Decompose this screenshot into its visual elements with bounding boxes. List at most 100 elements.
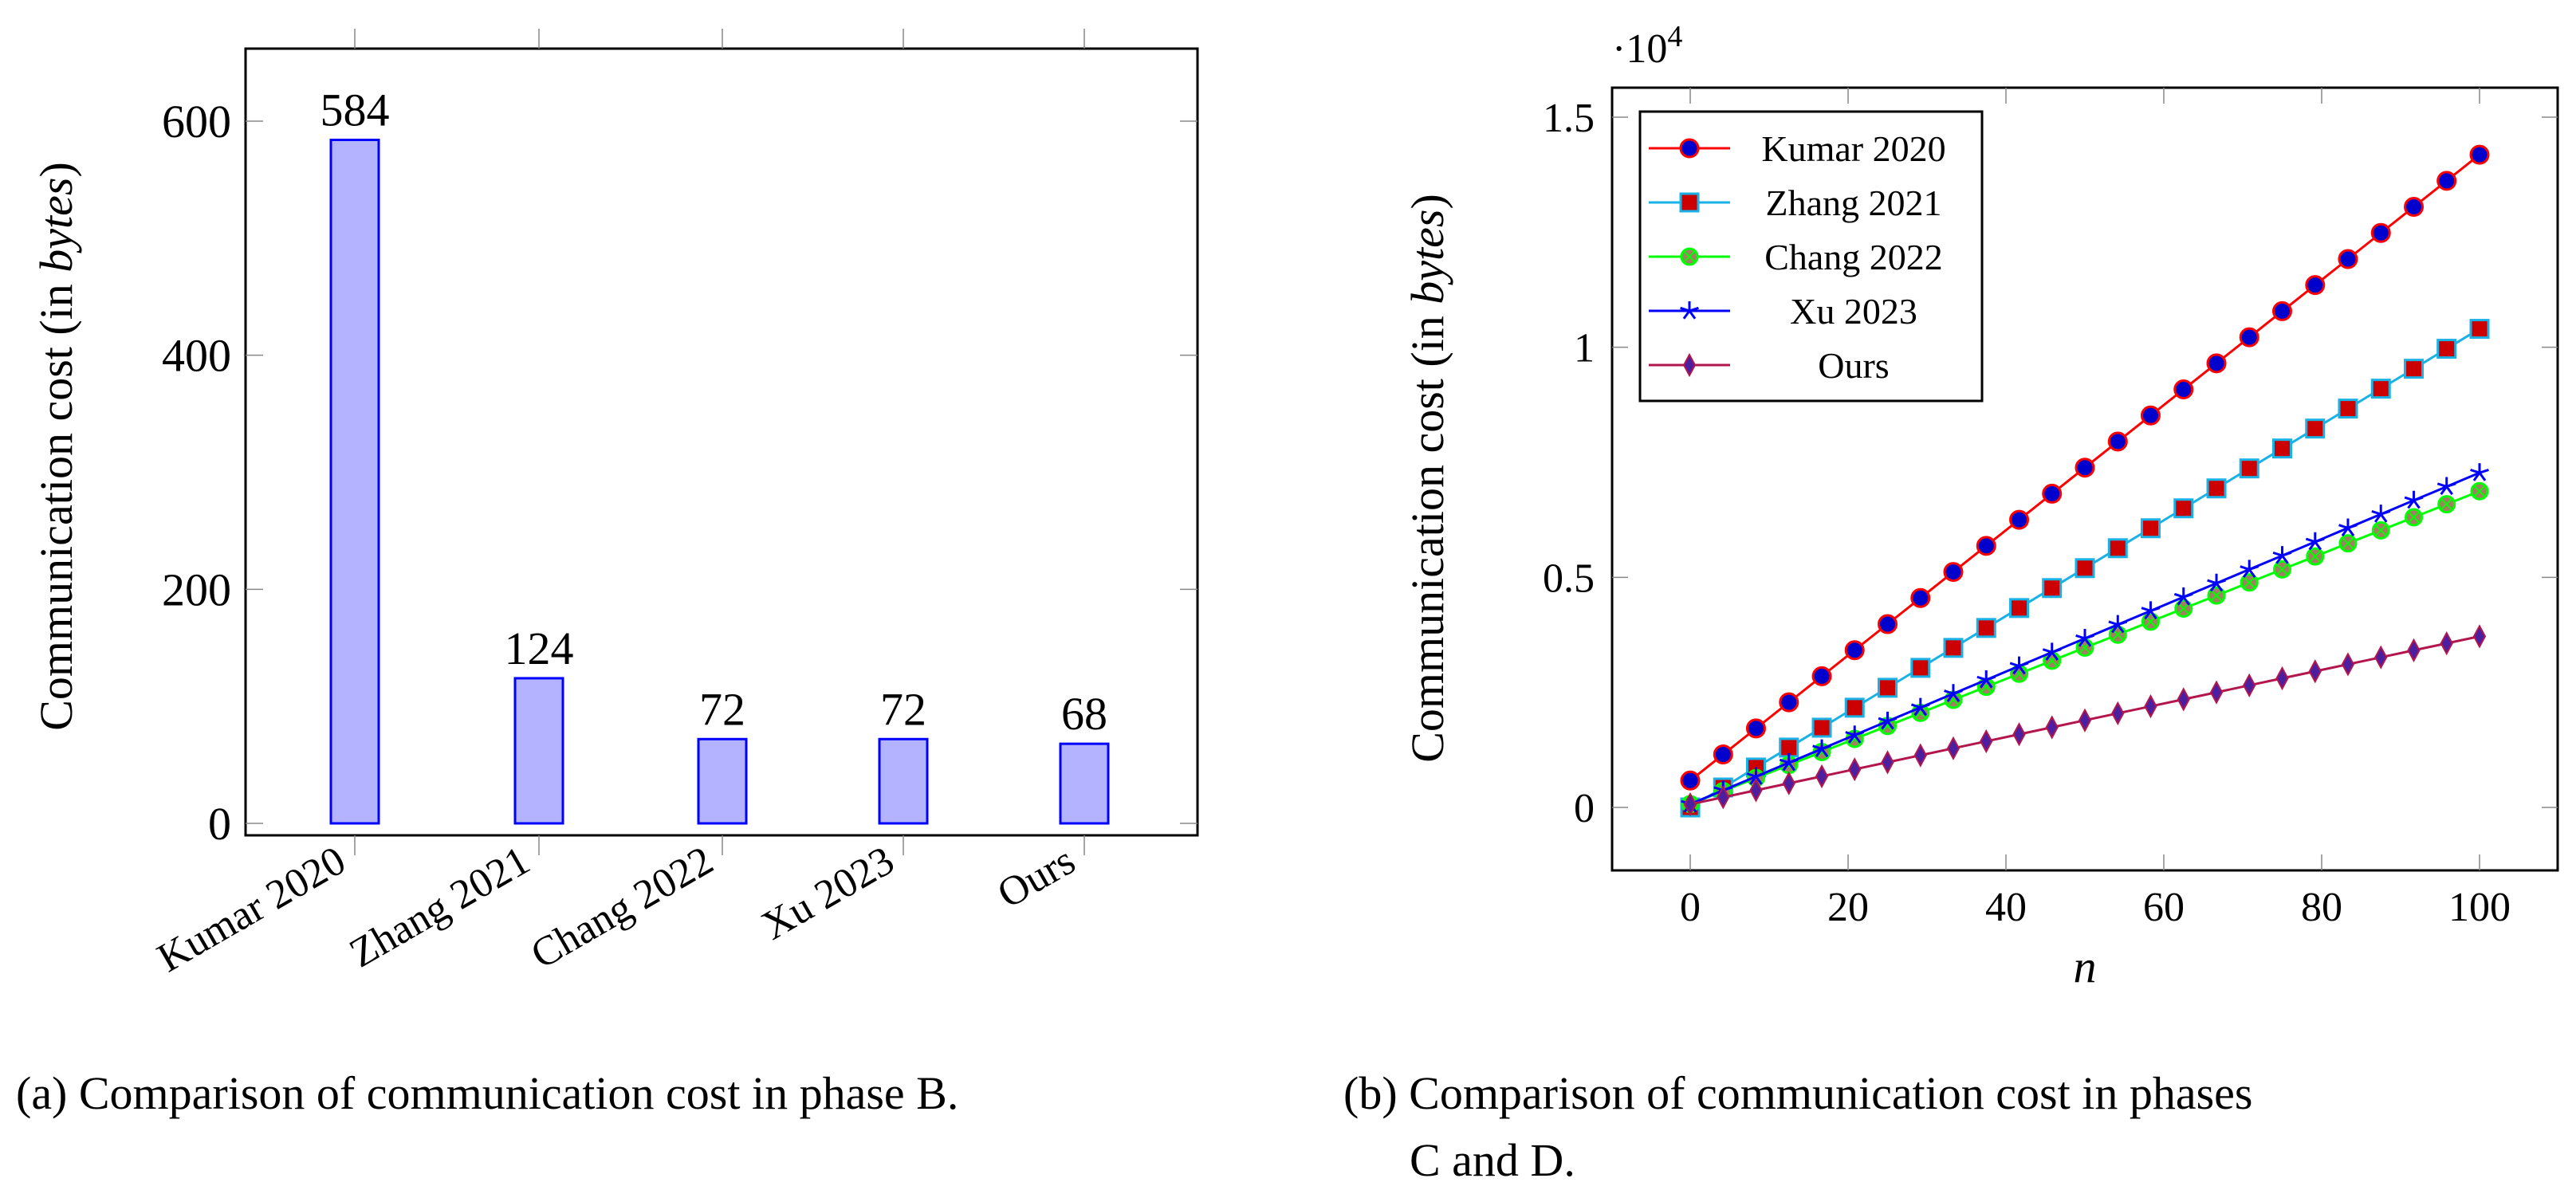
data-point-circle-marker	[2370, 222, 2391, 243]
data-point-circle-marker	[1878, 614, 1898, 634]
data-point-square-marker	[2009, 598, 2030, 619]
data-point-circle-marker	[2075, 458, 2095, 478]
data-point-otimes-marker-cross	[2310, 551, 2321, 562]
legend-label: Ours	[1818, 345, 1889, 386]
data-point-circle-marker	[2404, 197, 2425, 218]
y-tick-label: 0.5	[1543, 556, 1595, 601]
data-point-star-marker	[2305, 532, 2325, 551]
legend-star-marker	[1680, 301, 1699, 320]
data-point-circle-marker	[1811, 666, 1832, 686]
data-point-circle-marker	[1779, 692, 1799, 713]
data-point-diamond-marker	[1946, 736, 1961, 760]
caption-b-line2: C and D.	[1410, 1134, 1575, 1186]
y-tick-label: 400	[162, 330, 231, 382]
data-point-circle-marker	[2107, 431, 2128, 452]
data-point-star-marker	[2404, 490, 2424, 509]
data-point-square-marker	[2173, 498, 2194, 519]
legend-label: Zhang 2021	[1765, 183, 1941, 223]
data-point-otimes-marker-cross	[2244, 577, 2255, 588]
series-chang-2022	[1681, 481, 2489, 814]
data-point-star-marker	[2141, 601, 2161, 619]
bar-chart-axes-frame	[244, 47, 1199, 837]
legend-entry: Chang 2022	[1649, 237, 1943, 277]
data-point-otimes-marker-cross	[2112, 629, 2123, 640]
data-point-star-marker	[2042, 642, 2062, 661]
legend-entry: Xu 2023	[1649, 291, 1917, 332]
x-tick-label: Kumar 2020	[150, 838, 353, 981]
data-point-diamond-marker	[1683, 791, 1697, 817]
data-point-star-marker	[1910, 697, 1930, 717]
legend-otimes-marker-cross	[1684, 251, 1695, 262]
data-point-square-marker	[1976, 618, 1996, 638]
data-point-diamond-marker	[2078, 708, 2092, 733]
data-point-square-marker	[1943, 638, 1964, 658]
data-point-diamond-marker	[2440, 631, 2453, 656]
legend-label: Chang 2022	[1764, 237, 1943, 277]
data-point-square-marker	[2404, 359, 2425, 379]
caption-a: (a) Comparison of communication cost in …	[16, 1067, 959, 1119]
data-point-diamond-marker	[1717, 785, 1730, 810]
data-point-diamond-marker	[2407, 638, 2421, 663]
series-ours	[1683, 624, 2487, 817]
data-point-square-marker	[1811, 717, 1832, 738]
line-chart-x-axis-label: n	[2074, 941, 2097, 992]
data-point-star-marker	[2272, 546, 2292, 564]
data-point-circle-marker	[1745, 718, 1766, 739]
line-chart-y-axis-label: Communication cost (in bytes)	[1402, 194, 1453, 763]
series-kumar-2020	[1680, 144, 2490, 791]
y-tick-label: 200	[162, 564, 231, 615]
data-point-otimes-marker-cross	[2145, 616, 2157, 627]
data-point-square-marker	[2469, 319, 2490, 340]
legend-diamond-marker	[1682, 352, 1697, 378]
data-point-star-marker	[1845, 725, 1865, 744]
data-point-star-marker	[1976, 670, 1996, 689]
x-tick-label: 20	[1827, 885, 1869, 930]
bar-value-label: 72	[699, 683, 745, 735]
x-tick-label: 0	[1680, 885, 1701, 930]
figure: 0 200 400 600 Kumar 2020 Zhang 2021 Chang 2022…	[30, 20, 2559, 992]
data-point-diamond-marker	[1749, 778, 1763, 803]
data-point-diamond-marker	[1815, 764, 1829, 789]
data-point-circle-marker	[1943, 562, 1964, 583]
data-point-diamond-marker	[2374, 645, 2388, 670]
data-point-star-marker	[2207, 573, 2226, 592]
data-point-otimes-marker-cross	[2211, 590, 2222, 601]
x-tick-label: 40	[1985, 885, 2027, 930]
data-point-otimes-marker-cross	[2375, 524, 2386, 536]
y-tick-label: 1.5	[1543, 96, 1595, 141]
data-point-star-marker	[1812, 739, 1831, 758]
data-point-square-marker	[2239, 458, 2259, 479]
data-point-diamond-marker	[2012, 722, 2026, 747]
data-point-square-marker	[2140, 518, 2161, 539]
data-point-circle-marker	[1680, 770, 1701, 791]
data-point-diamond-marker	[2308, 659, 2322, 684]
data-point-otimes-marker-cross	[2474, 485, 2485, 497]
data-point-square-marker	[2370, 379, 2391, 399]
data-point-diamond-marker	[2472, 624, 2487, 649]
data-point-square-marker	[2436, 339, 2457, 359]
data-point-star-marker	[2173, 587, 2193, 606]
data-point-star-marker	[2009, 656, 2029, 675]
data-point-diamond-marker	[2111, 701, 2125, 726]
data-point-diamond-marker	[1980, 729, 1993, 754]
data-point-circle-marker	[2206, 353, 2227, 374]
bar-value-label: 72	[880, 683, 926, 735]
y-tick-label: 600	[162, 96, 231, 147]
data-point-circle-marker	[2305, 275, 2326, 296]
legend: Kumar 2020 Zhang 2021 Chang 2022 Xu 2023 Our…	[1638, 110, 1984, 403]
data-point-circle-marker	[1910, 587, 1931, 608]
data-point-diamond-marker	[1782, 771, 1795, 795]
bar	[513, 677, 564, 825]
x-tick-label: Ours	[990, 838, 1083, 917]
data-point-star-marker	[2108, 615, 2128, 634]
data-point-star-marker	[1944, 684, 1963, 702]
data-point-star-marker	[2240, 560, 2259, 578]
legend-label: Kumar 2020	[1761, 128, 1945, 169]
data-point-square-marker	[2305, 418, 2326, 439]
bar	[878, 737, 929, 825]
data-point-star-marker	[2371, 505, 2391, 523]
data-point-square-marker	[1910, 658, 1931, 678]
y-multiplier: ·104	[1612, 20, 1682, 72]
x-tick-label: 80	[2301, 885, 2342, 930]
